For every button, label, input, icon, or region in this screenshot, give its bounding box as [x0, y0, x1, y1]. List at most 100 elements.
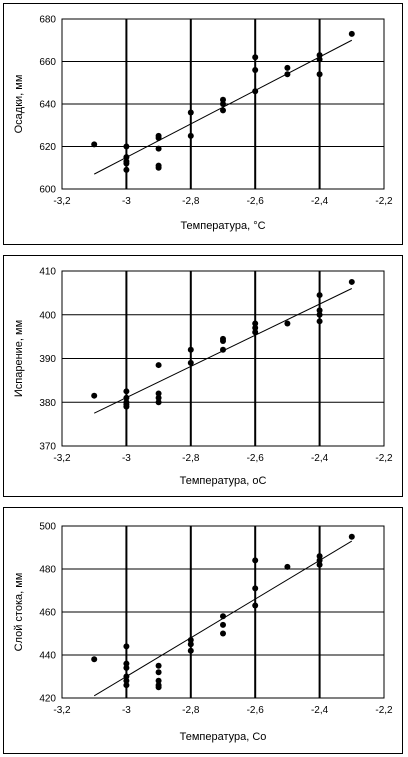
chart-panel-runoff: 420 440 460 480 500 -3,2 -3 -2,8 -2,6 -2,4 -2,2 Тем… [3, 507, 403, 754]
data-point [220, 346, 226, 353]
data-point [123, 166, 130, 173]
plot-area [61, 270, 385, 447]
data-point [252, 585, 259, 592]
data-point [220, 630, 226, 637]
y-tick-label: 600 [39, 185, 56, 196]
x-tick-label: -3,2 [53, 705, 71, 716]
x-tick-label: -2,2 [375, 196, 393, 207]
data-point [187, 346, 194, 353]
x-tick-label: -3 [122, 453, 131, 464]
data-point [123, 664, 130, 671]
data-point [123, 143, 130, 150]
data-point [220, 101, 226, 107]
y-tick-label: 380 [39, 398, 56, 409]
data-point [252, 602, 259, 609]
y-axis-label: Испарение, мм [13, 320, 25, 397]
data-point [155, 164, 162, 171]
x-axis-label: Температура, °С [180, 220, 265, 232]
data-point [348, 30, 355, 37]
data-point [316, 307, 323, 314]
y-tick-label: 640 [39, 100, 56, 111]
data-point [91, 141, 98, 148]
x-tick-label: -3,2 [53, 453, 71, 464]
data-point [187, 636, 194, 643]
data-point [187, 132, 194, 139]
data-point [252, 54, 259, 61]
x-tick-label: -2,8 [182, 196, 200, 207]
data-point [284, 71, 291, 78]
chart-runoff: 420 440 460 480 500 -3,2 -3 -2,8 -2,6 -2,4 -2,2 Тем… [13, 522, 393, 744]
data-point [123, 160, 130, 167]
data-point [123, 643, 130, 650]
data-point [155, 677, 162, 684]
x-axis-label: Температура, оС [180, 475, 267, 487]
data-point [252, 67, 259, 73]
data-point [220, 613, 226, 620]
data-point [348, 278, 355, 285]
y-axis-label: Слой стока, мм [13, 573, 25, 652]
x-tick-label: -2,6 [247, 453, 265, 464]
chart-panel-precipitation: 600 620 640 660 680 -3,2 -3 -2,8 -2,6 -2,4 -2,2 Тем… [3, 3, 403, 245]
data-point [155, 362, 162, 369]
data-point [155, 135, 162, 141]
data-point [155, 394, 162, 401]
data-point [187, 359, 194, 366]
data-point [252, 329, 259, 336]
x-tick-label: -3,2 [53, 196, 71, 207]
y-tick-label: 410 [39, 267, 56, 278]
y-tick-label: 620 [39, 142, 56, 153]
data-point [155, 669, 162, 676]
y-tick-label: 370 [39, 442, 56, 453]
data-point [187, 641, 194, 648]
x-tick-label: -2,6 [247, 196, 265, 207]
trendline [93, 39, 353, 175]
x-tick-label: -2,2 [375, 453, 393, 464]
data-point [155, 684, 162, 691]
plot-area [61, 525, 385, 699]
y-tick-label: 680 [39, 15, 56, 26]
data-point [348, 533, 355, 540]
data-point [123, 682, 130, 689]
x-tick-label: -2,4 [311, 705, 329, 716]
y-tick-label: 480 [39, 565, 56, 576]
data-point [187, 109, 194, 116]
y-tick-label: 440 [39, 651, 56, 662]
y-tick-label: 390 [39, 354, 56, 365]
data-point [220, 338, 226, 344]
data-point [91, 656, 98, 663]
y-tick-label: 460 [39, 608, 56, 619]
data-point [316, 56, 323, 63]
data-point [316, 52, 323, 59]
y-tick-label: 420 [39, 694, 56, 705]
data-point [316, 561, 323, 568]
data-point [123, 673, 130, 680]
y-tick-label: 660 [39, 57, 56, 68]
data-point [123, 677, 130, 684]
data-point [252, 320, 259, 327]
data-point [220, 621, 226, 628]
x-tick-label: -2,4 [311, 453, 329, 464]
y-tick-label: 500 [39, 522, 56, 533]
x-tick-label: -3 [122, 705, 131, 716]
x-axis-label: Температура, Со [180, 731, 267, 743]
data-point [91, 392, 98, 399]
x-tick-label: -2,8 [182, 453, 200, 464]
data-point [155, 399, 162, 406]
y-tick-label: 400 [39, 310, 56, 321]
data-point [316, 553, 323, 560]
data-point [252, 324, 259, 331]
x-tick-label: -2,6 [247, 705, 265, 716]
data-point [284, 563, 291, 570]
data-point [220, 96, 226, 103]
plot-area [61, 18, 385, 190]
x-tick-label: -3 [122, 196, 131, 207]
data-point [220, 107, 226, 114]
x-tick-label: -2,4 [311, 196, 329, 207]
x-tick-label: -2,8 [182, 705, 200, 716]
chart-precipitation: 600 620 640 660 680 -3,2 -3 -2,8 -2,6 -2,4 -2,2 Тем… [13, 15, 393, 233]
chart-panel-evaporation: 370 380 390 400 410 -3,2 -3 -2,8 -2,6 -2,4 -2,2 Тем… [3, 255, 403, 497]
data-point [123, 403, 130, 410]
data-point [123, 388, 130, 395]
data-point [252, 88, 259, 95]
data-point [155, 662, 162, 669]
